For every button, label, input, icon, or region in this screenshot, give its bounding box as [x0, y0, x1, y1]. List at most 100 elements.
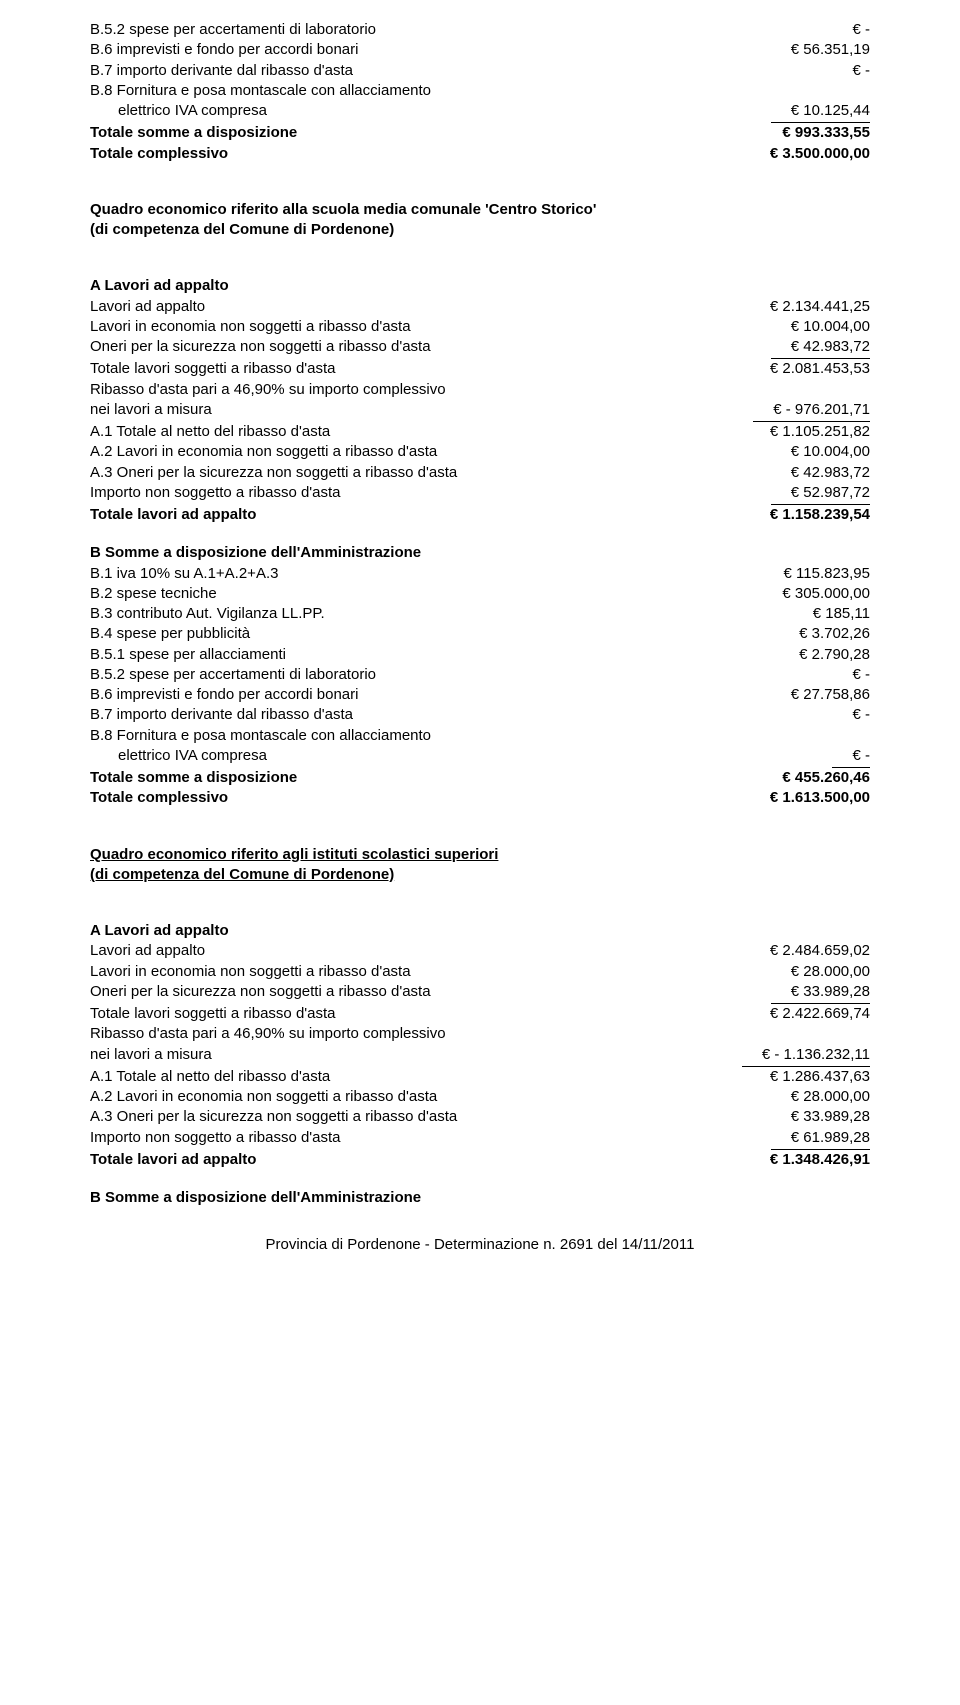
item-value: € 2.790,28	[779, 645, 870, 665]
item-label: B.5.2 spese per accertamenti di laborato…	[90, 665, 832, 685]
item-value: € 1.286.437,63	[750, 1067, 870, 1087]
group-heading: A Lavori ad appalto	[90, 276, 870, 296]
item-label: Totale lavori soggetti a ribasso d'asta	[90, 1004, 750, 1024]
item-label: B.8 Fornitura e posa montascale con alla…	[90, 82, 431, 99]
item-value: € 1.613.500,00	[750, 788, 870, 808]
item-label: B.3 contributo Aut. Vigilanza LL.PP.	[90, 604, 793, 624]
item-value: € 1.105.251,82	[750, 422, 870, 442]
item-value: € 115.823,95	[764, 564, 870, 584]
item-value: € 10.125,44	[771, 101, 870, 123]
line-item: A.2 Lavori in economia non soggetti a ri…	[90, 1087, 870, 1107]
item-value: € 1.348.426,91	[750, 1150, 870, 1170]
line-item: Oneri per la sicurezza non soggetti a ri…	[90, 982, 870, 1004]
item-label: elettrico IVA compresa	[90, 746, 832, 766]
line-item: Lavori ad appalto € 2.484.659,02	[90, 941, 870, 961]
subtotal-row: Totale somme a disposizione € 455.260,46	[90, 768, 870, 788]
group-heading: B Somme a disposizione dell'Amministrazi…	[90, 1188, 870, 1208]
section-subheading: (di competenza del Comune di Pordenone)	[90, 220, 870, 240]
line-item: Totale lavori soggetti a ribasso d'asta …	[90, 1004, 870, 1024]
item-label: B.8 Fornitura e posa montascale con alla…	[90, 727, 431, 744]
item-label: B.6 imprevisti e fondo per accordi bonar…	[90, 685, 771, 705]
item-label: Totale lavori ad appalto	[90, 505, 750, 525]
item-value: € -	[832, 20, 870, 40]
item-value: € 42.983,72	[771, 463, 870, 483]
item-label: B.5.2 spese per accertamenti di laborato…	[90, 20, 832, 40]
item-value: € 3.500.000,00	[750, 144, 870, 164]
line-item: B.8 Fornitura e posa montascale con alla…	[90, 81, 870, 101]
item-value: € - 1.136.232,11	[742, 1045, 870, 1067]
item-value: € -	[832, 61, 870, 81]
item-value: € 2.422.669,74	[750, 1004, 870, 1024]
item-value: € 993.333,55	[762, 123, 870, 143]
item-value: € -	[832, 665, 870, 685]
item-label: Totale somme a disposizione	[90, 768, 762, 788]
line-item: Totale lavori soggetti a ribasso d'asta …	[90, 359, 870, 379]
item-label: elettrico IVA compresa	[90, 101, 771, 121]
item-label: Ribasso d'asta pari a 46,90% su importo …	[90, 381, 446, 398]
item-value: € 1.158.239,54	[750, 505, 870, 525]
item-value: € 10.004,00	[771, 317, 870, 337]
item-label: Totale complessivo	[90, 144, 750, 164]
line-item: B.6 imprevisti e fondo per accordi bonar…	[90, 40, 870, 60]
item-label: Lavori ad appalto	[90, 941, 750, 961]
item-label: B.2 spese tecniche	[90, 584, 762, 604]
item-label: A.1 Totale al netto del ribasso d'asta	[90, 422, 750, 442]
line-item: Ribasso d'asta pari a 46,90% su importo …	[90, 1024, 870, 1044]
item-label: Importo non soggetto a ribasso d'asta	[90, 483, 771, 503]
item-value: € 28.000,00	[771, 1087, 870, 1107]
item-label: Lavori in economia non soggetti a ribass…	[90, 962, 771, 982]
item-value: € 2.484.659,02	[750, 941, 870, 961]
total-row: Totale complessivo € 1.613.500,00	[90, 788, 870, 808]
line-item: A.1 Totale al netto del ribasso d'asta €…	[90, 1067, 870, 1087]
line-item: Ribasso d'asta pari a 46,90% su importo …	[90, 380, 870, 400]
line-item: elettrico IVA compresa € -	[90, 746, 870, 768]
subtotal-row: Totale lavori ad appalto € 1.158.239,54	[90, 505, 870, 525]
line-item: A.3 Oneri per la sicurezza non soggetti …	[90, 1107, 870, 1127]
item-label: Totale lavori ad appalto	[90, 1150, 750, 1170]
item-label: Totale somme a disposizione	[90, 123, 762, 143]
item-label: Ribasso d'asta pari a 46,90% su importo …	[90, 1025, 446, 1042]
item-label: A.3 Oneri per la sicurezza non soggetti …	[90, 463, 771, 483]
item-value: € 3.702,26	[779, 624, 870, 644]
line-item: B.3 contributo Aut. Vigilanza LL.PP. € 1…	[90, 604, 870, 624]
line-item: nei lavori a misura € - 976.201,71	[90, 400, 870, 422]
item-label: A.3 Oneri per la sicurezza non soggetti …	[90, 1107, 771, 1127]
item-value: € 52.987,72	[771, 483, 870, 505]
section-heading: Quadro economico riferito agli istituti …	[90, 845, 870, 865]
item-value: € 33.989,28	[771, 1107, 870, 1127]
item-value: € 27.758,86	[771, 685, 870, 705]
item-label: nei lavori a misura	[90, 400, 753, 420]
item-value: € 28.000,00	[771, 962, 870, 982]
line-item: A.1 Totale al netto del ribasso d'asta €…	[90, 422, 870, 442]
item-label: B.5.1 spese per allacciamenti	[90, 645, 779, 665]
heading-text: Quadro economico riferito alla scuola me…	[90, 201, 596, 218]
line-item: B.5.2 spese per accertamenti di laborato…	[90, 665, 870, 685]
item-value: € -	[832, 746, 870, 768]
group-heading: A Lavori ad appalto	[90, 921, 870, 941]
line-item: B.2 spese tecniche € 305.000,00	[90, 584, 870, 604]
total-row: Totale complessivo € 3.500.000,00	[90, 144, 870, 164]
subtotal-row: Totale lavori ad appalto € 1.348.426,91	[90, 1150, 870, 1170]
line-item: B.7 importo derivante dal ribasso d'asta…	[90, 61, 870, 81]
item-label: Lavori in economia non soggetti a ribass…	[90, 317, 771, 337]
page-footer: Provincia di Pordenone - Determinazione …	[90, 1236, 870, 1253]
line-item: Oneri per la sicurezza non soggetti a ri…	[90, 337, 870, 359]
line-item: Lavori in economia non soggetti a ribass…	[90, 317, 870, 337]
item-value: € 33.989,28	[771, 982, 870, 1004]
item-value: € - 976.201,71	[753, 400, 870, 422]
subheading-text: (di competenza del Comune di Pordenone)	[90, 866, 394, 883]
item-value: € 61.989,28	[771, 1128, 870, 1150]
item-label: B.1 iva 10% su A.1+A.2+A.3	[90, 564, 764, 584]
item-value: € 42.983,72	[771, 337, 870, 359]
subtotal-row: Totale somme a disposizione € 993.333,55	[90, 123, 870, 143]
item-label: Oneri per la sicurezza non soggetti a ri…	[90, 337, 771, 357]
item-label: B.4 spese per pubblicità	[90, 624, 779, 644]
item-label: nei lavori a misura	[90, 1045, 742, 1065]
heading-text: Quadro economico riferito agli istituti …	[90, 846, 498, 863]
item-value: € 185,11	[793, 604, 870, 624]
item-label: A.2 Lavori in economia non soggetti a ri…	[90, 442, 771, 462]
section-subheading: (di competenza del Comune di Pordenone)	[90, 865, 870, 885]
line-item: B.4 spese per pubblicità € 3.702,26	[90, 624, 870, 644]
item-label: Totale complessivo	[90, 788, 750, 808]
group-heading: B Somme a disposizione dell'Amministrazi…	[90, 543, 870, 563]
